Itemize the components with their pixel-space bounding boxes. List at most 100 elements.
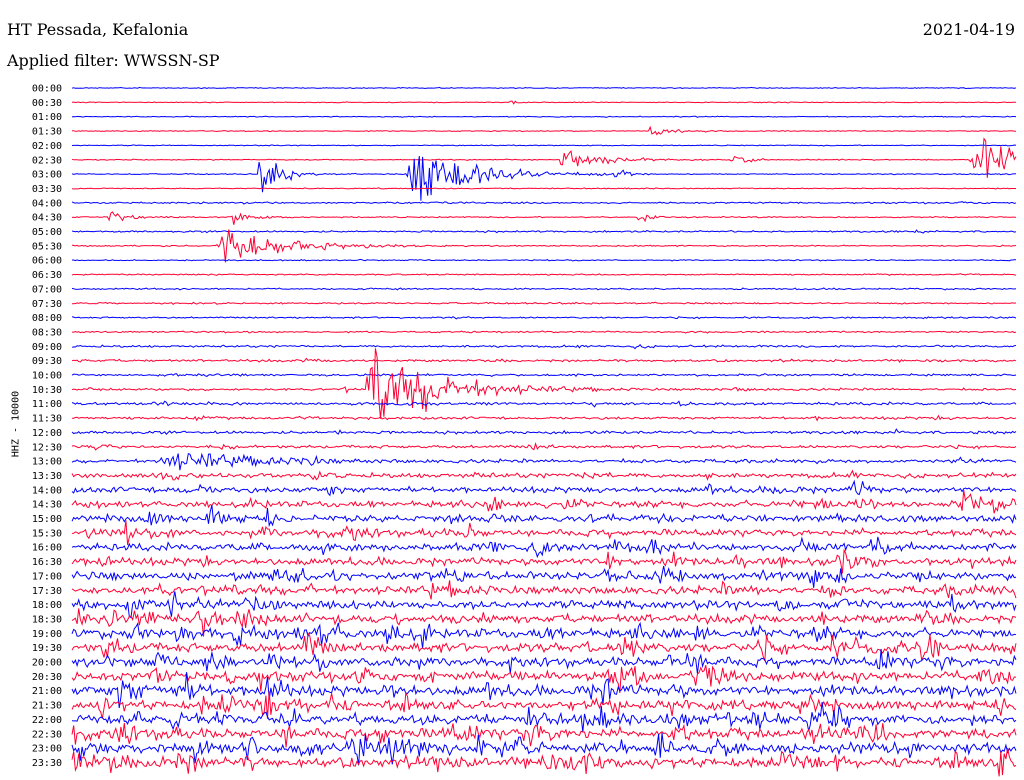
trace-2030 (71, 665, 1017, 693)
trace-0400 (71, 201, 1017, 205)
trace-1030 (71, 348, 1017, 419)
row-label-0230: 02:30 (32, 155, 62, 166)
row-label-0400: 04:00 (32, 198, 62, 209)
row-label-2230: 22:30 (32, 729, 62, 740)
trace-1300 (71, 452, 1017, 471)
trace-0730 (71, 301, 1017, 305)
row-label-1530: 15:30 (32, 528, 62, 539)
row-label-0830: 08:30 (32, 327, 62, 338)
row-label-1600: 16:00 (32, 543, 62, 554)
trace-0800 (71, 316, 1017, 320)
trace-2300 (71, 732, 1017, 766)
trace-0930 (71, 357, 1017, 363)
trace-1130 (71, 414, 1017, 422)
row-label-1100: 11:00 (32, 399, 62, 410)
row-label-1800: 18:00 (32, 600, 62, 611)
row-label-1030: 10:30 (32, 385, 62, 396)
trace-1600 (71, 536, 1017, 559)
trace-0900 (71, 343, 1017, 350)
row-label-1930: 19:30 (32, 643, 62, 654)
row-label-1230: 12:30 (32, 442, 62, 453)
row-label-2100: 21:00 (32, 686, 62, 697)
trace-1500 (71, 504, 1017, 528)
trace-0000 (71, 86, 1017, 90)
row-label-0730: 07:30 (32, 299, 62, 310)
trace-0430 (71, 211, 1017, 225)
trace-1630 (71, 548, 1017, 574)
trace-1230 (71, 441, 1017, 451)
row-label-2300: 23:00 (32, 744, 62, 755)
row-label-1830: 18:30 (32, 614, 62, 625)
row-label-0800: 08:00 (32, 313, 62, 324)
trace-1900 (71, 621, 1017, 649)
trace-1400 (71, 479, 1017, 497)
filter-label: Applied filter: WWSSN-SP (7, 51, 220, 70)
row-label-0000: 00:00 (32, 84, 62, 95)
trace-1930 (71, 631, 1017, 662)
row-label-0430: 04:30 (32, 213, 62, 224)
date-label: 2021-04-19 (922, 20, 1015, 39)
trace-0200 (71, 144, 1017, 147)
row-label-1200: 12:00 (32, 428, 62, 439)
row-label-0700: 07:00 (32, 284, 62, 295)
row-label-2200: 22:00 (32, 715, 62, 726)
row-label-1400: 14:00 (32, 485, 62, 496)
trace-2000 (71, 648, 1017, 674)
row-label-1730: 17:30 (32, 586, 62, 597)
trace-1200 (71, 428, 1017, 435)
trace-2100 (71, 672, 1017, 709)
trace-2230 (71, 722, 1017, 748)
row-label-1630: 16:30 (32, 557, 62, 568)
row-label-1000: 10:00 (32, 371, 62, 382)
row-label-2130: 21:30 (32, 701, 62, 712)
row-label-0300: 03:00 (32, 170, 62, 181)
trace-1530 (71, 520, 1017, 546)
trace-1430 (71, 489, 1017, 514)
trace-2200 (71, 701, 1017, 733)
row-label-1900: 19:00 (32, 629, 62, 640)
row-label-1130: 11:30 (32, 414, 62, 425)
trace-0500 (71, 229, 1017, 234)
row-label-0630: 06:30 (32, 270, 62, 281)
trace-1830 (71, 608, 1017, 637)
trace-1330 (71, 469, 1017, 481)
trace-0630 (71, 273, 1017, 276)
trace-1730 (71, 580, 1017, 600)
trace-0100 (71, 115, 1017, 118)
row-label-1430: 14:30 (32, 500, 62, 511)
row-label-0600: 06:00 (32, 256, 62, 267)
row-label-2030: 20:30 (32, 672, 62, 683)
row-label-2330: 23:30 (32, 758, 62, 769)
trace-1800 (71, 591, 1017, 619)
trace-1700 (71, 565, 1017, 588)
trace-2330 (71, 747, 1017, 777)
trace-2130 (71, 691, 1017, 719)
trace-0230 (71, 137, 1017, 178)
row-label-0200: 02:00 (32, 141, 62, 152)
row-label-0900: 09:00 (32, 342, 62, 353)
trace-0330 (71, 187, 1017, 190)
trace-0830 (71, 330, 1017, 334)
trace-0130 (71, 125, 1016, 136)
trace-1100 (71, 400, 1017, 408)
row-label-0130: 01:30 (32, 127, 62, 138)
row-label-0500: 05:00 (32, 227, 62, 238)
station-title: HT Pessada, Kefalonia (7, 20, 189, 39)
row-label-1700: 17:00 (32, 571, 62, 582)
trace-1000 (71, 372, 1017, 377)
row-label-1300: 13:00 (32, 457, 62, 468)
row-label-0030: 00:30 (32, 98, 62, 109)
trace-0030 (71, 100, 1016, 105)
trace-0600 (72, 258, 1017, 262)
row-label-0100: 01:00 (32, 112, 62, 123)
row-label-1500: 15:00 (32, 514, 62, 525)
trace-0300 (71, 155, 1017, 201)
row-label-0330: 03:30 (32, 184, 62, 195)
row-label-2000: 20:00 (32, 658, 62, 669)
row-label-1330: 13:30 (32, 471, 62, 482)
trace-0700 (71, 287, 1017, 291)
row-label-0930: 09:30 (32, 356, 62, 367)
row-label-0530: 05:30 (32, 241, 62, 252)
trace-0530 (71, 229, 1017, 263)
